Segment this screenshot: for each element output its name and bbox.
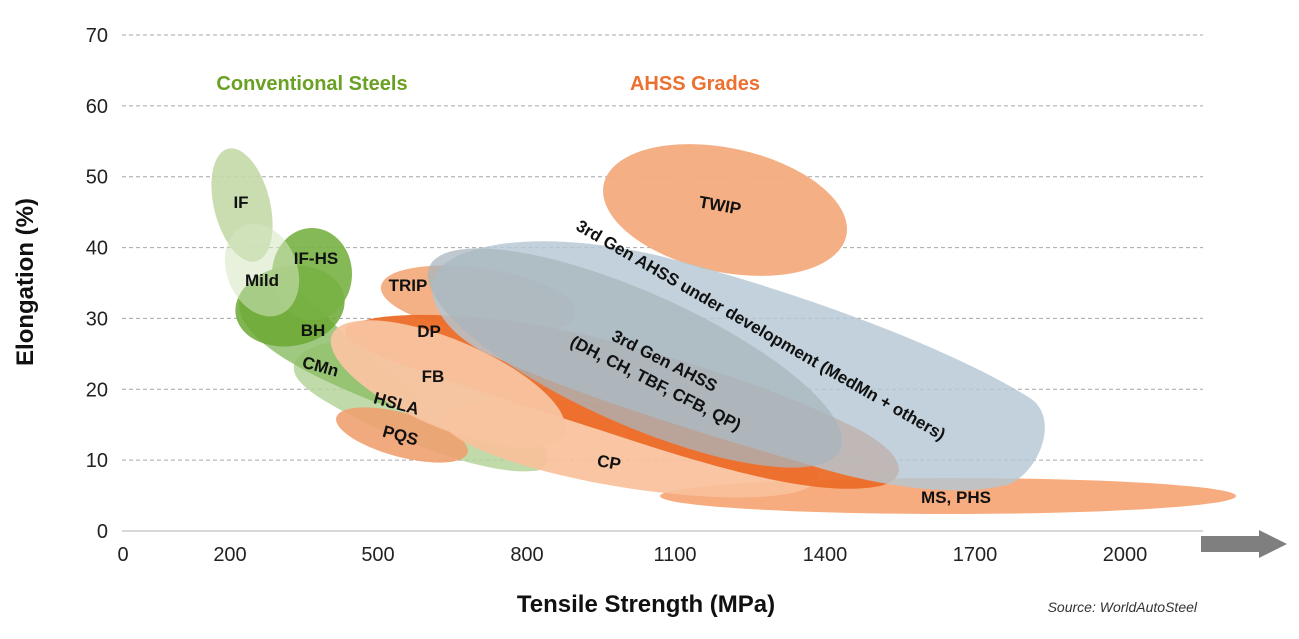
y-tick-label: 30 [86, 308, 108, 330]
x-tick-label: 1700 [953, 544, 998, 566]
x-tick-label: 500 [361, 544, 394, 566]
y-tick-label: 10 [86, 450, 108, 472]
y-tick-label: 40 [86, 238, 108, 260]
conventional-steels-label: Conventional Steels [216, 73, 407, 95]
label-trip: TRIP [389, 276, 428, 295]
label-cp: CP [596, 451, 623, 474]
region-pqs [336, 407, 468, 463]
label-ms-phs: MS, PHS [921, 488, 991, 507]
y-tick-label: 60 [86, 96, 108, 118]
x-tick-label: 200 [213, 544, 246, 566]
label-dp: DP [417, 322, 441, 341]
region-fb [330, 320, 566, 448]
x-tick-label: 1400 [803, 544, 848, 566]
region-3rd-gen [427, 248, 843, 468]
y-tick-label: 50 [86, 167, 108, 189]
label-fb: FB [422, 367, 445, 386]
x-axis-ticks: 0 200 500 800 1100 1400 1700 2000 [117, 544, 1147, 566]
label-if-hs: IF-HS [294, 249, 338, 268]
y-tick-label: 70 [86, 25, 108, 47]
x-tick-label: 800 [510, 544, 543, 566]
x-axis-arrow [1201, 530, 1287, 558]
ahss-grades-label: AHSS Grades [630, 73, 760, 95]
region-mild [224, 223, 300, 317]
label-mild: Mild [245, 271, 279, 290]
y-tick-label: 20 [86, 379, 108, 401]
x-tick-label: 2000 [1103, 544, 1148, 566]
source-note: Source: WorldAutoSteel [1048, 599, 1198, 615]
x-axis-title: Tensile Strength (MPa) [517, 591, 775, 618]
region-twip [603, 144, 847, 276]
y-axis-title: Elongation (%) [12, 198, 39, 366]
y-tick-label: 0 [97, 521, 108, 543]
label-if: IF [233, 193, 248, 212]
label-bh: BH [301, 321, 326, 340]
x-tick-label: 0 [117, 544, 128, 566]
y-axis-ticks: 0 10 20 30 40 50 60 70 [86, 25, 108, 543]
x-tick-label: 1100 [653, 544, 696, 566]
